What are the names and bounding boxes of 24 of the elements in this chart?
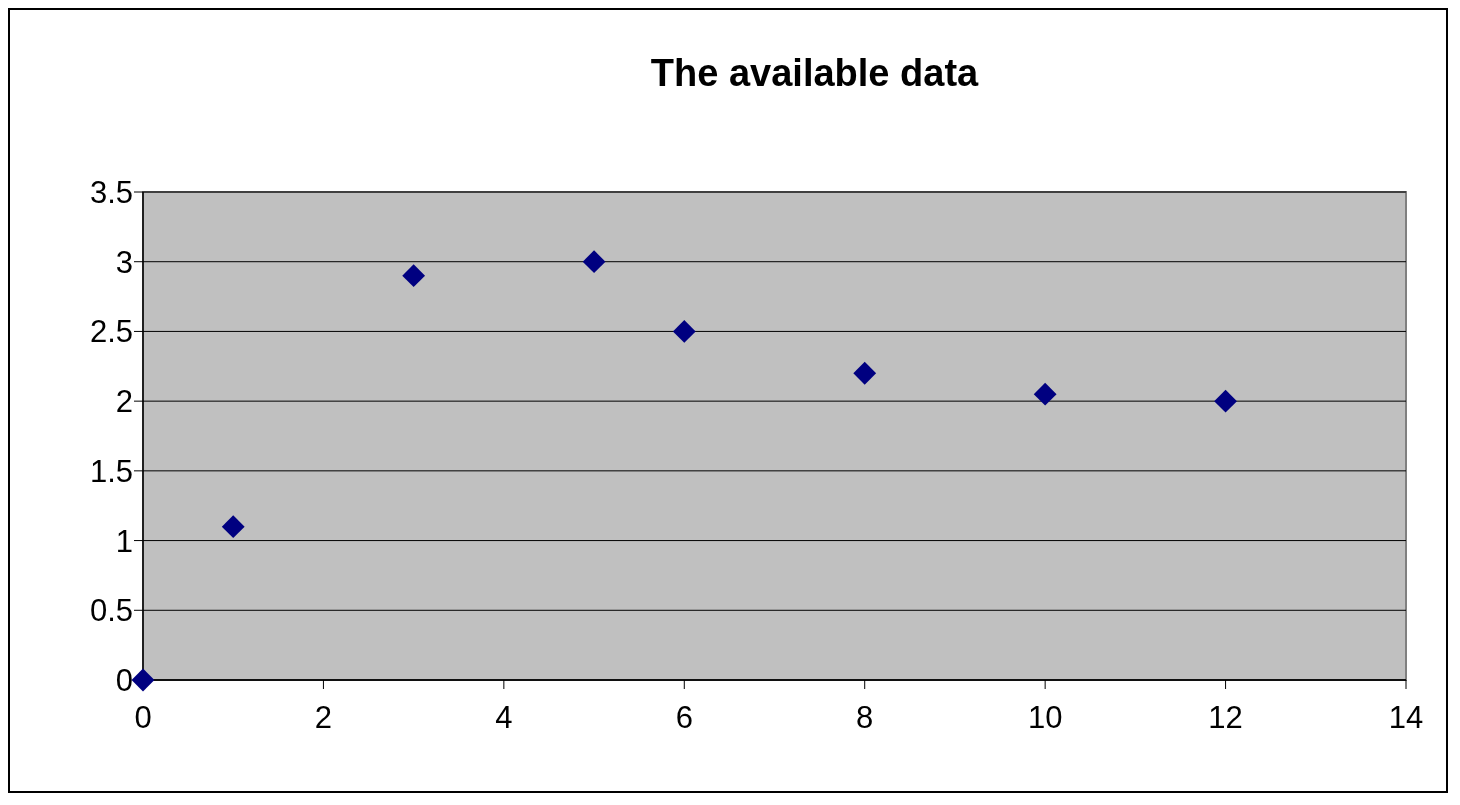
point bbox=[853, 361, 877, 385]
point bbox=[1214, 389, 1237, 413]
y-tick-label: 3 bbox=[115, 244, 133, 280]
x-tick-label: 14 bbox=[1388, 700, 1424, 735]
x-tick-label: 12 bbox=[1208, 700, 1243, 735]
y-tick-label: 2.5 bbox=[89, 314, 133, 350]
point bbox=[672, 320, 696, 343]
point bbox=[221, 515, 245, 539]
point bbox=[1033, 382, 1057, 406]
point bbox=[582, 250, 606, 274]
y-tick-label: 0.5 bbox=[89, 593, 133, 629]
x-tick-label: 10 bbox=[1027, 700, 1063, 735]
point bbox=[402, 264, 426, 288]
x-tick-label: 6 bbox=[675, 700, 693, 735]
x-tick-label: 2 bbox=[314, 700, 333, 735]
x-tick-label: 8 bbox=[856, 700, 874, 735]
point bbox=[131, 668, 155, 692]
y-tick-label: 1 bbox=[115, 523, 133, 559]
x-tick-label: 4 bbox=[495, 700, 513, 735]
chart-title: The available data bbox=[650, 52, 980, 94]
y-tick-label: 3.5 bbox=[89, 175, 133, 210]
y-tick-label: 1.5 bbox=[89, 453, 133, 489]
y-tick-label: 0 bbox=[115, 663, 133, 698]
y-tick-label: 2 bbox=[115, 384, 133, 420]
